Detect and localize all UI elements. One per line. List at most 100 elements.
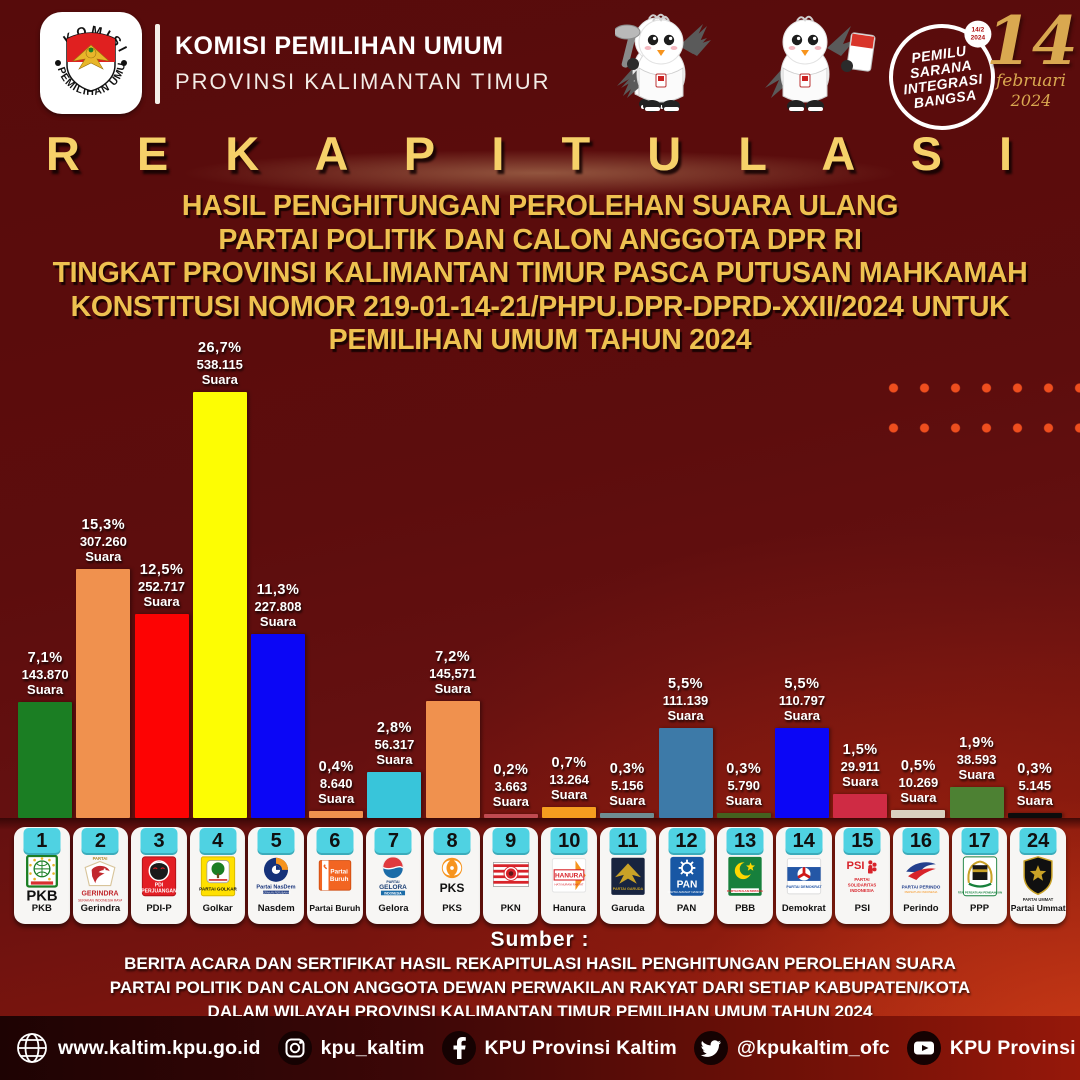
bar-pct-text: 0,7% — [551, 754, 587, 771]
bar-value-label: 0,7% 13.264 Suara — [549, 755, 589, 802]
bar-unit-text: Suara — [434, 680, 471, 696]
svg-text:Partai: Partai — [330, 868, 348, 875]
pemilu-badge: PEMILU SARANA INTEGRASI BANGSA 14/2 2024 — [882, 17, 1002, 137]
pkb-logo: PKB — [19, 854, 65, 904]
svg-text:GERINDRA: GERINDRA — [82, 890, 119, 897]
bar-value-label: 5,5% 111.139 Suara — [663, 676, 709, 723]
chart-column-pbb: 0,3% 5.790 Suara — [715, 340, 773, 818]
svg-text:PERSATUAN INDONESIA: PERSATUAN INDONESIA — [905, 889, 938, 893]
twitter-icon — [693, 1030, 729, 1066]
bar-pct-text: 12,5% — [139, 562, 184, 579]
party-card-pdi-p: 3 PDI PERJUANGAN PDI-P — [131, 827, 187, 924]
pan-logo: PAN PARTAI AMANAT NASIONAL — [664, 856, 710, 903]
bar-unit-text: Suara — [958, 767, 995, 783]
chart-column-partai-ummat: 0,3% 5.145 Suara — [1006, 340, 1064, 818]
svg-text:Buruh: Buruh — [330, 875, 349, 882]
bar-unit-text: Suara — [259, 613, 297, 629]
bar-votes-text: 5.790 — [727, 778, 760, 794]
bar-pct-text: 1,9% — [959, 735, 995, 752]
chart-column-garuda: 0,3% 5.156 Suara — [598, 340, 656, 818]
bar-pct-text: 0,3% — [726, 761, 762, 778]
svg-text:Partai NasDem: Partai NasDem — [257, 884, 296, 890]
party-card-ppp: 17 PARTAI PERSATUAN PEMBANGUNAN PPP — [951, 827, 1008, 924]
bar-value-label: 12,5% 252.717 Suara — [138, 562, 185, 609]
svg-text:PARTAI DEMOKRAT: PARTAI DEMOKRAT — [786, 884, 822, 888]
bar-value-label: 1,9% 38.593 Suara — [957, 735, 997, 782]
party-number-tab: 12 — [668, 828, 705, 855]
bar-votes-text: 143.870 — [21, 667, 69, 683]
party-card-golkar: 4 PARTAI GOLKAR Golkar — [189, 827, 246, 924]
bar-value-label: 2,8% 56.317 Suara — [375, 720, 415, 767]
party-number-tab: 10 — [550, 828, 588, 855]
party-name-label: Partai Buruh — [309, 903, 361, 913]
source-line: BERITA ACARA DAN SERTIFIKAT HASIL REKAPI… — [124, 954, 956, 973]
svg-text:PARTAI BULAN BINTANG: PARTAI BULAN BINTANG — [727, 889, 763, 893]
chart-column-gerindra: 15,3% 307.260 Suara — [74, 340, 132, 818]
bar-votes-text: 307.260 — [79, 533, 127, 549]
ppp-logo: PARTAI PERSATUAN PEMBANGUNAN — [957, 855, 1003, 903]
bar-unit-text: Suara — [551, 786, 588, 802]
party-name-label: Perindo — [903, 903, 939, 914]
subtitle-line: HASIL PENGHITUNGAN PEROLEHAN SUARA ULANG — [181, 190, 899, 222]
org-name: KOMISI PEMILIHAN UMUM — [175, 32, 504, 60]
garuda-logo: PARTAI GARUDA — [605, 856, 651, 903]
bar-unit-text: Suara — [85, 548, 122, 564]
chart-column-pan: 5,5% 111.139 Suara — [656, 340, 714, 818]
kpu-logo: KOMISI PEMILIHAN UMUM — [40, 12, 142, 114]
bar-gerindra — [76, 568, 131, 818]
instagram-icon — [277, 1030, 313, 1066]
bar-votes-text: 252.717 — [138, 579, 186, 595]
party-card-gerindra: 2 PARTAI GERINDRA GERAKAN INDONESIA RAYA Ger… — [72, 827, 129, 924]
party-number-tab: 9 — [492, 828, 530, 855]
svg-text:PKB: PKB — [26, 888, 58, 904]
chart-column-gelora: 2,8% 56.317 Suara — [365, 340, 423, 818]
svg-text:INDONESIA: INDONESIA — [851, 888, 875, 893]
bar-garuda — [600, 813, 655, 818]
bar-unit-text: Suara — [492, 794, 529, 809]
party-card-partai-buruh: 6 Partai Buruh Partai Buruh — [307, 827, 363, 924]
chart-column-golkar: 26,7% 538.115 Suara — [191, 340, 249, 818]
chart-column-ppp: 1,9% 38.593 Suara — [948, 340, 1006, 818]
party-number-tab: 4 — [199, 828, 237, 855]
bar-votes-text: 13.264 — [549, 771, 589, 787]
bar-pkb — [18, 702, 73, 818]
bar-unit-text: Suara — [201, 372, 238, 387]
bar-value-label: 7,1% 143.870 Suara — [22, 650, 69, 697]
party-number-tab: 6 — [316, 828, 354, 855]
footer-item-twitter: @kpukaltim_ofc — [693, 1030, 890, 1066]
header-divider — [155, 24, 160, 104]
bar-pct-text: 26,7% — [197, 340, 242, 356]
golkar-logo: PARTAI GOLKAR — [195, 855, 241, 903]
source-block: Sumber : BERITA ACARA DAN SERTIFIKAT HAS… — [0, 928, 1080, 1024]
chart-column-pks: 7,2% 145,571 Suara — [424, 340, 482, 818]
bar-unit-text: Suara — [900, 789, 937, 805]
bar-votes-text: 3.663 — [494, 779, 528, 794]
bar-partai-ummat — [1007, 813, 1062, 818]
bar-value-label: 1,5% 29.911 Suara — [841, 742, 880, 789]
bar-votes-text: 56.317 — [374, 737, 415, 753]
svg-text:HATI NURANI RAKYAT: HATI NURANI RAKYAT — [555, 882, 584, 886]
ballot-prop — [841, 32, 876, 72]
footer-bar: www.kaltim.kpu.go.id kpu_kaltim KPU Provin… — [0, 1016, 1080, 1080]
chart-column-hanura: 0,7% 13.264 Suara — [540, 340, 598, 818]
footer-label: KPU Provinsi Kaltim — [484, 1036, 677, 1059]
bar-unit-text: Suara — [783, 708, 821, 724]
subtitle-line: KONSTITUSI NOMOR 219-01-14-21/PHPU.DPR-D… — [70, 290, 1010, 323]
party-number-tab: 13 — [726, 828, 764, 855]
svg-text:GERAKAN INDONESIA RAYA: GERAKAN INDONESIA RAYA — [78, 898, 122, 902]
party-card-pkb: 1 PKB PKB — [14, 827, 70, 924]
footer-label: @kpukaltim_ofc — [736, 1036, 890, 1059]
badge-mini-bottom: 2024 — [970, 34, 986, 42]
svg-text:HANURA: HANURA — [555, 872, 583, 879]
subtitle-line: TINGKAT PROVINSI KALIMANTAN TIMUR PASCA … — [52, 257, 1028, 289]
bar-votes-text: 10.269 — [898, 774, 939, 790]
svg-text:SOLIDARITAS: SOLIDARITAS — [848, 882, 877, 887]
date-day: 14 — [986, 2, 1078, 80]
chart-column-pkb: 7,1% 143.870 Suara — [16, 340, 74, 818]
svg-text:GELORA: GELORA — [380, 883, 408, 890]
bar-unit-text: Suara — [609, 793, 646, 809]
bar-value-label: 7,2% 145,571 Suara — [429, 649, 476, 696]
bar-pan — [658, 728, 713, 818]
pkn-logo — [488, 856, 534, 903]
perindo-logo: PARTAI PERINDO PERSATUAN INDONESIA — [898, 856, 944, 903]
